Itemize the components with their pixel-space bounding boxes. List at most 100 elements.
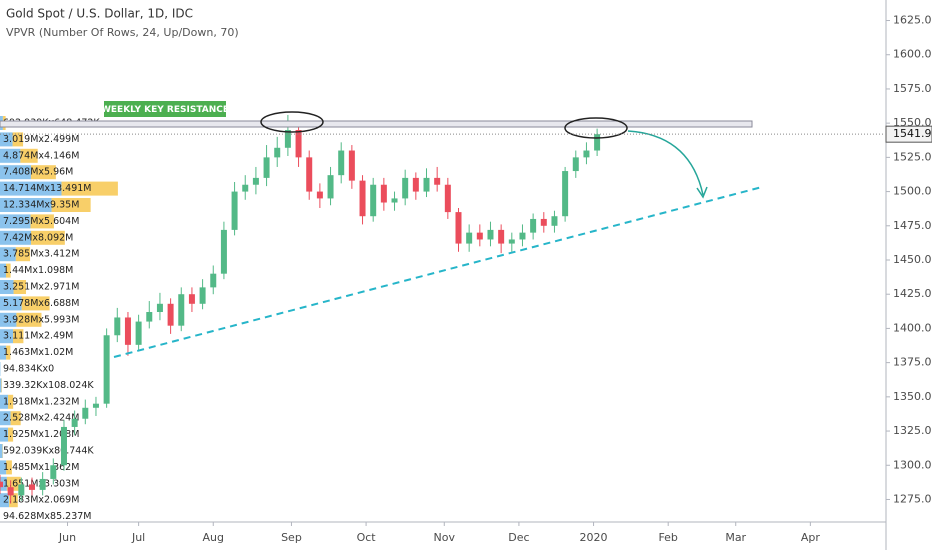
volume-row-label: 7.295Mx5.604M [3,216,79,227]
candle-body [338,150,345,176]
candle-body [39,478,46,490]
candles [0,114,601,504]
volume-row-label: 3.251Mx2.971M [3,282,79,293]
candle-body [562,171,569,217]
x-tick-label: Aug [203,531,224,544]
candle-body [284,130,291,148]
candle-body [274,147,281,158]
candle-body [82,407,89,419]
y-tick-label: 1400.00 [893,321,932,334]
volume-row-label: 14.714Mx13.491M [3,183,92,194]
x-tick-label: Sep [281,531,302,544]
candle-body [60,426,67,466]
volume-row-label: 3.928Mx5.993M [3,314,79,325]
x-tick-label: Jun [58,531,76,544]
volume-down-bar [31,230,65,245]
arrow-head [696,186,708,199]
candle-body [156,303,163,312]
x-tick-label: Nov [434,531,456,544]
volume-up-bar [0,214,31,229]
candle-body [444,184,451,213]
volume-down-bar [20,148,38,163]
y-tick-label: 1375.00 [893,356,932,369]
y-tick-label: 1275.00 [893,492,932,505]
candle-body [28,484,35,490]
annotation-box [104,101,226,117]
volume-down-bar [6,460,12,475]
y-tick-label: 1300.00 [893,458,932,471]
volume-down-bar [61,181,118,196]
candle-body [220,229,227,274]
candle-body [551,216,558,226]
volume-down-bar [15,247,31,262]
volume-up-bar [0,476,7,491]
volume-down-bar [10,411,21,426]
candle-body [348,150,355,181]
volume-down-bar [30,214,54,229]
last-price-box [885,125,932,143]
volume-row-label: 3.111Mx2.49M [3,331,73,342]
volume-row-label: 3.785Mx3.412M [3,249,79,260]
candle-body [7,487,14,496]
volume-row-label: 7.42Mx8.092M [3,232,73,243]
y-tick-label: 1425.00 [893,287,932,300]
y-tick-label: 1525.00 [893,150,932,163]
volume-down-bar [9,493,18,508]
volume-down-bar [8,394,14,409]
candle-body [380,184,387,203]
candle-body [359,180,366,217]
volume-up-bar [0,148,21,163]
volume-row-label: 1.485Mx1.362M [3,462,79,473]
x-tick-label: Oct [357,531,377,544]
volume-up-bar [0,460,7,475]
volume-up-bar [0,493,10,508]
chart-title: Gold Spot / U.S. Dollar, 1D, IDC [6,7,193,21]
volume-profile: 692.939Kx648.472K3.019Mx2.499M4.874Mx4.1… [0,116,118,522]
volume-row-label: 2.528Mx2.424M [3,413,79,424]
candle-body [199,287,206,304]
candle-body [50,465,57,479]
volume-up-bar [0,247,16,262]
volume-up-bar [0,280,14,294]
volume-down-bar [8,427,14,442]
y-tick-label: 1625.00 [893,14,932,27]
candle-body [306,157,313,192]
candle-body [114,317,121,336]
volume-up-bar [0,165,31,180]
candle-body [178,294,185,326]
volume-row-label: 592.039Kx80.744K [3,446,94,457]
volume-down-bar [6,345,11,360]
candle-body [583,150,590,158]
candle-body [498,229,505,244]
candle-body [402,177,409,199]
resistance-zone [0,120,753,128]
volume-row-label: 4.874Mx4.146M [3,150,79,161]
volume-down-bar [30,165,56,180]
volume-down-bar [51,198,91,212]
y-tick-label: 1475.00 [893,219,932,232]
volume-row-label: 7.408Mx5.96M [3,167,73,178]
candle-body [146,312,153,322]
volume-total-label: 94.628Mx85.237M [3,511,92,522]
volume-row-label: 1.44Mx1.098M [3,265,73,276]
volume-up-bar [0,132,13,147]
x-tick-label: Mar [725,531,746,544]
volume-up-bar [0,263,7,278]
volume-row-label: 1.918Mx1.232M [3,396,79,407]
volume-down-bar [6,263,11,278]
y-tick-label: 1575.00 [893,82,932,95]
candle-body [71,418,78,427]
last-price-label: 1541.95 [893,127,932,140]
y-tick-label: 1450.00 [893,253,932,266]
candle-body [391,198,398,203]
candle-body [519,232,526,240]
x-tick-label: 2020 [580,531,608,544]
candle-body [124,317,131,345]
annotation-text: WEEKLY KEY RESISTANCE [101,105,229,115]
candle-body [508,239,515,244]
volume-up-bar [0,181,62,196]
volume-up-bar [0,296,22,311]
candle-body [0,481,3,488]
